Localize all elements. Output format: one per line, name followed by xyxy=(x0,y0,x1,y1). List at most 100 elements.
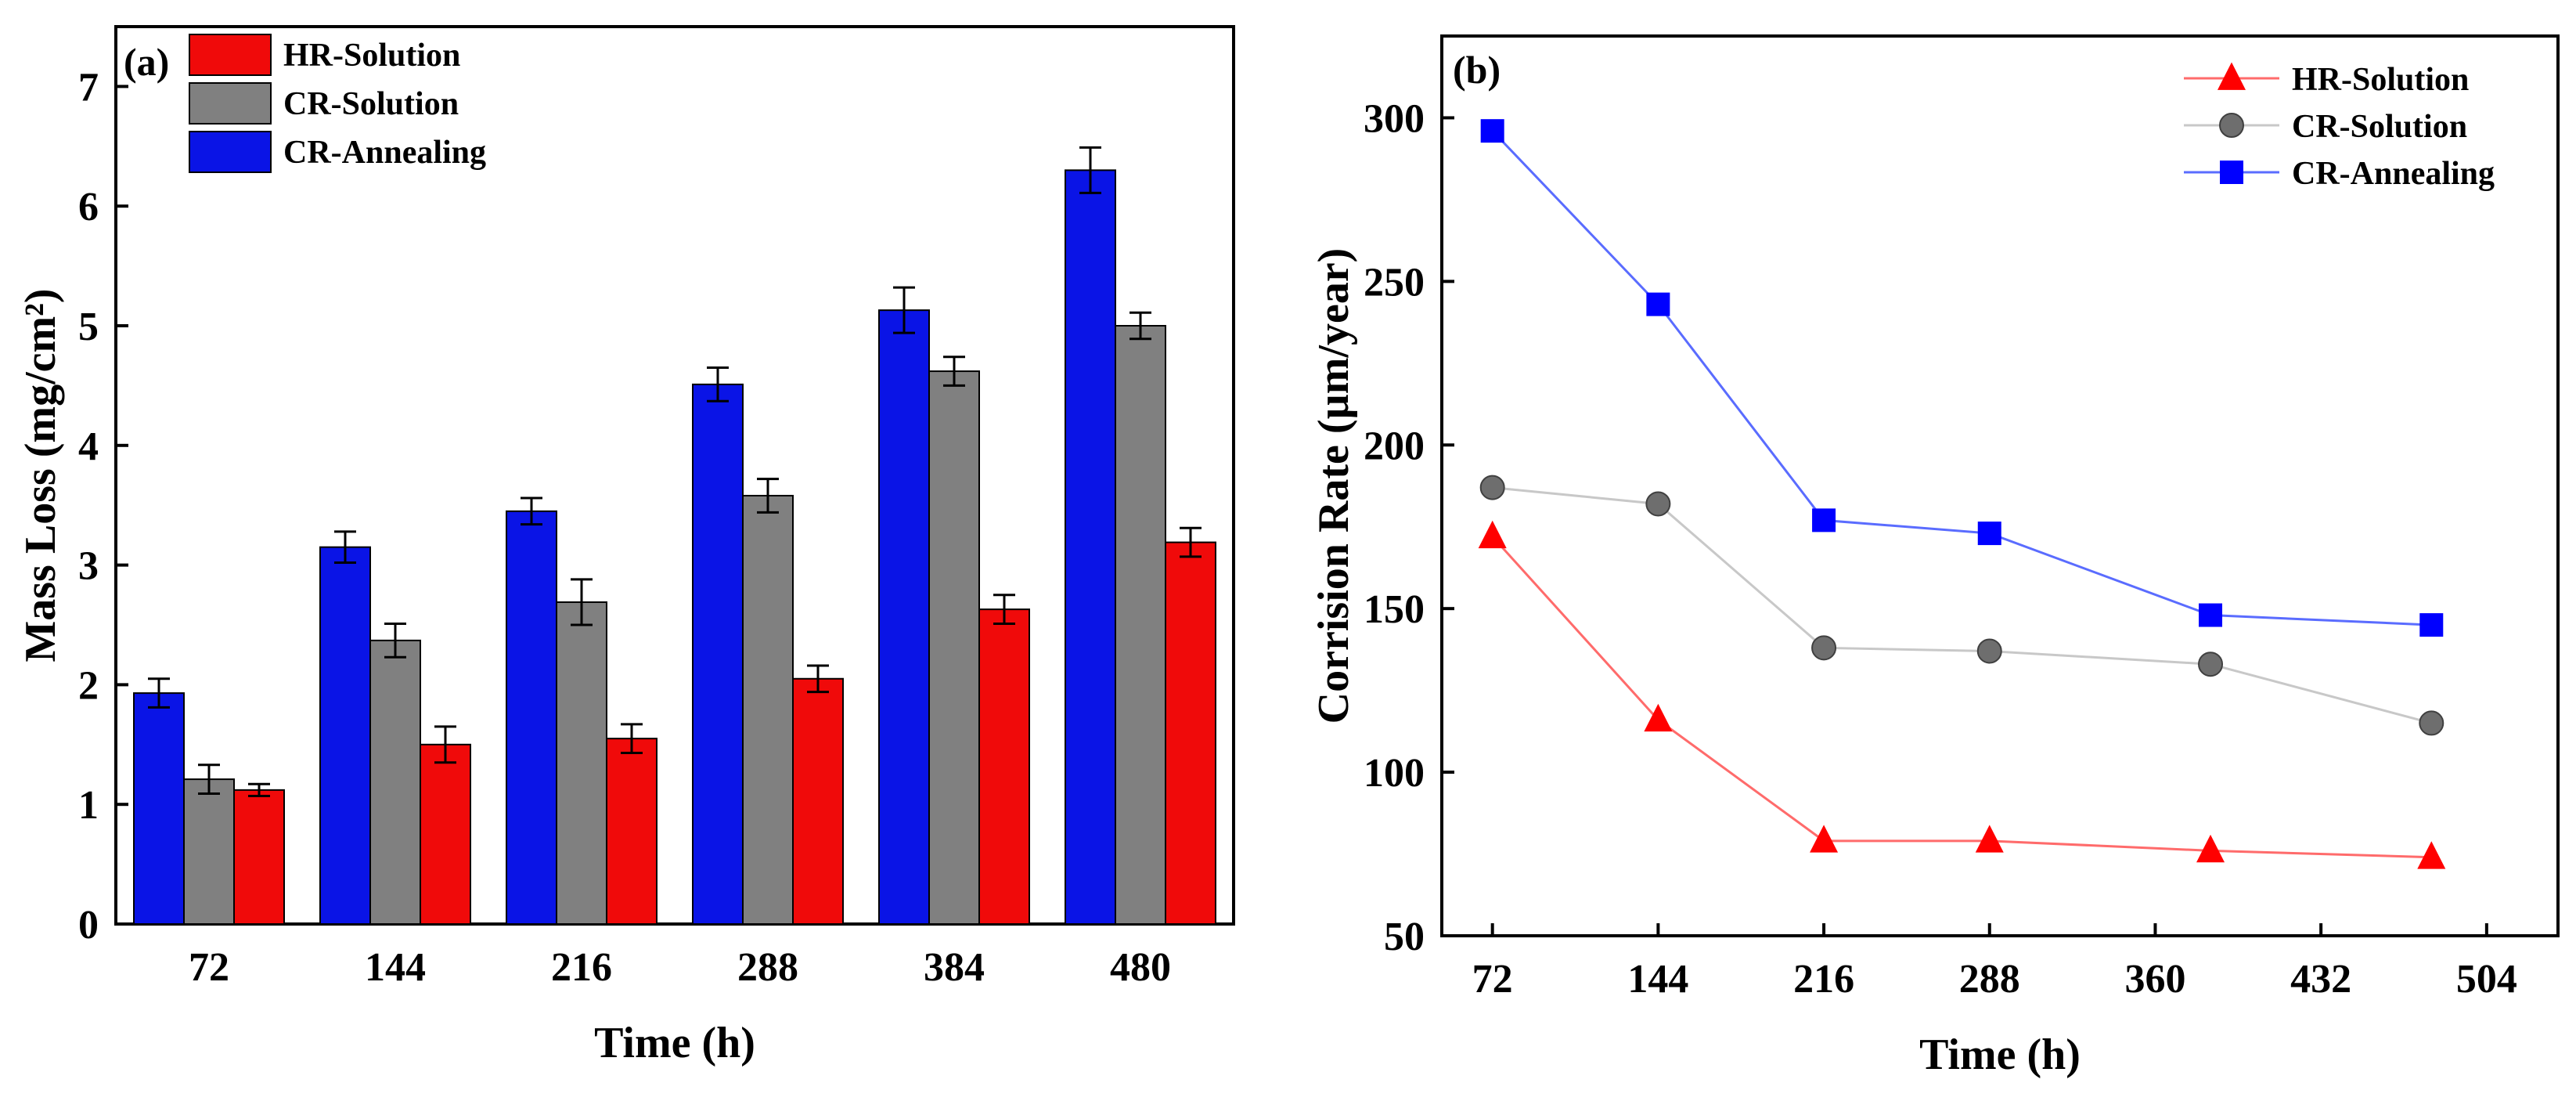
x-tick-label-b: 72 xyxy=(1472,957,1513,1002)
data-point-cr-annealing xyxy=(1646,292,1670,316)
series-cr-annealing xyxy=(1480,119,2444,637)
bar-cr-solution xyxy=(556,601,607,926)
x-tick-label-a: 480 xyxy=(1110,945,1171,990)
bar-cr-solution xyxy=(1115,325,1166,925)
bar-hr-solution xyxy=(978,608,1030,925)
plot-frame-b xyxy=(1440,34,2560,937)
legend-label-hr-solution: HR-Solution xyxy=(2292,62,2469,98)
data-point-cr-solution xyxy=(2419,710,2444,736)
bar-cr-solution xyxy=(369,639,421,925)
bar-cr-solution xyxy=(742,494,794,925)
error-bar-cr-annealing xyxy=(334,530,356,565)
panel-b-line-chart: 50 100 150 200 250 300 72 144 216 288 360 432 504 (b)… xyxy=(1310,34,2560,1079)
legend-a: HR-Solution CR-Solution CR-Annealing xyxy=(189,34,486,173)
x-tick-label-b: 288 xyxy=(1959,957,2020,1002)
plot-frame-a xyxy=(114,25,1235,926)
legend-swatch-cr-solution xyxy=(189,82,272,125)
legend-swatch-cr-annealing xyxy=(189,131,272,173)
bar-hr-solution xyxy=(233,789,285,926)
x-axis-title-a: Time (h) xyxy=(594,1019,755,1067)
legend-b: HR-Solution CR-Solution CR-Annealing xyxy=(2184,62,2495,192)
bar-cr-annealing xyxy=(692,383,744,925)
y-tick-label-a: 4 xyxy=(78,424,99,469)
data-point-cr-annealing xyxy=(2199,603,2223,627)
x-tick-label-a: 72 xyxy=(189,945,229,990)
data-point-hr-solution xyxy=(1644,703,1673,732)
y-axis-title-a: Mass Loss (mg/cm²) xyxy=(16,288,65,662)
y-tick-label-b: 300 xyxy=(1364,96,1425,141)
y-tick-label-b: 50 xyxy=(1384,915,1425,959)
x-tick-label-b: 216 xyxy=(1793,957,1854,1002)
x-tick-label-b: 360 xyxy=(2124,957,2185,1002)
legend-label-hr-solution: HR-Solution xyxy=(283,38,460,74)
error-bar-hr-solution xyxy=(1180,526,1202,558)
legend-marker-cr-solution xyxy=(2219,113,2244,138)
data-point-cr-solution xyxy=(1811,635,1837,661)
legend-label-cr-solution: CR-Solution xyxy=(2292,109,2467,145)
x-tick-label-a: 144 xyxy=(365,945,426,990)
bar-cr-annealing xyxy=(1065,169,1116,926)
error-bar-cr-annealing xyxy=(521,496,542,526)
data-point-cr-solution xyxy=(1645,491,1671,517)
error-bar-cr-solution xyxy=(198,763,220,795)
legend-label-cr-solution: CR-Solution xyxy=(283,86,459,122)
y-tick-label-a: 3 xyxy=(78,544,99,589)
series-hr-solution xyxy=(1478,520,2446,869)
bar-hr-solution xyxy=(792,677,844,925)
error-bar-cr-annealing xyxy=(893,286,915,334)
error-bar-cr-solution xyxy=(384,622,406,659)
y-tick-label-b: 150 xyxy=(1364,587,1425,632)
data-point-cr-annealing xyxy=(2419,613,2444,637)
error-bar-cr-annealing xyxy=(707,366,729,402)
panel-a-bar-chart: 0 1 2 3 4 5 6 7 72 144 216 288 384 480 (a) HR-Solution C… xyxy=(16,25,1235,1067)
series-line-cr-annealing xyxy=(1491,130,2432,626)
x-tick-label-b: 504 xyxy=(2456,957,2517,1002)
x-tick-label-b: 144 xyxy=(1627,957,1688,1002)
data-point-cr-annealing xyxy=(1977,522,2001,546)
panel-label-b: (b) xyxy=(1453,48,1501,92)
error-bar-cr-solution xyxy=(943,356,965,387)
x-tick-label-b: 432 xyxy=(2290,957,2351,1002)
x-tick-label-a: 384 xyxy=(924,945,985,990)
error-bar-hr-solution xyxy=(621,723,643,754)
error-bar-hr-solution xyxy=(993,594,1015,625)
data-point-hr-solution xyxy=(1478,520,1507,549)
y-tick-label-a: 7 xyxy=(78,65,99,110)
series-line-cr-solution xyxy=(1492,486,2432,724)
error-bar-cr-solution xyxy=(1129,311,1151,341)
error-bar-cr-solution xyxy=(757,478,779,514)
y-tick-label-a: 1 xyxy=(78,783,99,828)
y-tick-label-a: 5 xyxy=(78,305,99,349)
y-tick-label-b: 250 xyxy=(1364,260,1425,305)
legend-swatch-hr-solution xyxy=(189,34,272,76)
y-tick-label-a: 6 xyxy=(78,185,99,229)
x-axis-title-b: Time (h) xyxy=(1919,1031,2081,1079)
data-point-cr-annealing xyxy=(1480,119,1504,143)
bar-cr-annealing xyxy=(319,546,371,925)
bar-cr-solution xyxy=(183,778,235,925)
data-point-hr-solution xyxy=(1975,825,2004,853)
data-point-hr-solution xyxy=(1810,825,1839,853)
error-bar-hr-solution xyxy=(248,782,270,798)
y-axis-title-b: Corrision Rate (µm/year) xyxy=(1310,248,1358,724)
bar-hr-solution xyxy=(420,743,471,925)
legend-label-cr-annealing: CR-Annealing xyxy=(283,135,486,171)
y-tick-label-b: 200 xyxy=(1364,424,1425,468)
data-point-cr-solution xyxy=(2198,652,2224,677)
series-line-hr-solution xyxy=(1491,536,2432,859)
y-tick-label-a: 2 xyxy=(78,663,99,708)
data-point-cr-solution xyxy=(1479,475,1505,500)
legend-label-cr-annealing: CR-Annealing xyxy=(2292,156,2495,192)
error-bar-hr-solution xyxy=(807,664,829,694)
series-cr-solution xyxy=(1479,475,2444,736)
bar-cr-annealing xyxy=(133,692,185,925)
legend-marker-cr-annealing xyxy=(2220,161,2243,184)
x-tick-label-a: 216 xyxy=(551,945,612,990)
bar-cr-solution xyxy=(928,370,980,925)
y-tick-label-a: 0 xyxy=(78,903,99,948)
panel-label-a: (a) xyxy=(124,40,169,84)
error-bar-cr-annealing xyxy=(148,677,170,709)
data-point-cr-solution xyxy=(1976,638,2002,664)
bar-hr-solution xyxy=(1165,541,1216,925)
